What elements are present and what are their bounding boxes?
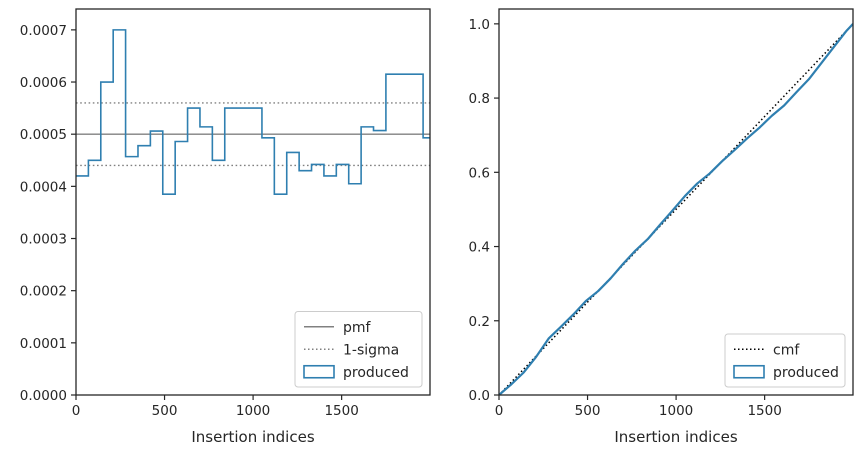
y-tick-label: 0.0007	[20, 23, 67, 39]
y-tick-label: 1.0	[469, 17, 490, 33]
y-tick-label: 0.0002	[20, 284, 67, 300]
x-tick-label: 500	[575, 403, 601, 419]
series-produced	[499, 23, 853, 395]
x-tick-label: 1500	[324, 403, 358, 419]
y-tick-label: 0.6	[469, 165, 490, 181]
legend-label-produced: produced	[773, 365, 839, 381]
x-tick-label: 500	[152, 403, 178, 419]
legend: cmf produced	[724, 333, 846, 388]
x-tick-label: 1500	[747, 403, 781, 419]
series-cmf	[499, 23, 853, 395]
x-tick-label: 1000	[236, 403, 270, 419]
series-produced	[76, 29, 430, 195]
y-tick-label: 0.0000	[20, 388, 67, 404]
plot-area	[499, 23, 853, 395]
legend-label-cmf: cmf	[773, 342, 800, 358]
legend-label-produced: produced	[343, 365, 409, 381]
chart-panel-right: 0 500 1000 1500 0.0 0.2 0.4 0.6 0.8 1.0 Insertion …	[469, 8, 854, 446]
legend-swatch-produced	[303, 364, 335, 379]
y-tick-label: 0.2	[469, 314, 490, 330]
x-tick-label: 0	[495, 403, 504, 419]
x-tick-label: 1000	[659, 403, 693, 419]
y-tick-label: 0.8	[469, 91, 490, 107]
y-tick-label: 0.4	[469, 240, 490, 256]
y-tick-label: 0.0001	[20, 336, 67, 352]
y-tick-label: 0.0006	[20, 75, 67, 91]
legend-label-pmf: pmf	[343, 320, 372, 336]
y-tick-label: 0.0004	[20, 179, 67, 195]
legend-box	[294, 311, 423, 388]
x-axis-label: Insertion indices	[191, 428, 314, 446]
y-tick-label: 0.0003	[20, 232, 67, 248]
y-tick-label: 0.0005	[20, 127, 67, 143]
plot-area	[76, 29, 430, 195]
x-tick-label: 0	[72, 403, 81, 419]
legend: pmf 1-sigma produced	[294, 311, 423, 388]
chart-panel-left: 0 500 1000 1500 0.0000 0.0001 0.0002 0.0003 0.00…	[20, 8, 431, 446]
y-tick-label: 0.0	[469, 388, 490, 404]
legend-label-1-sigma: 1-sigma	[343, 342, 399, 358]
legend-swatch-produced	[733, 364, 765, 379]
x-axis-label: Insertion indices	[614, 428, 737, 446]
legend-box	[724, 333, 846, 388]
